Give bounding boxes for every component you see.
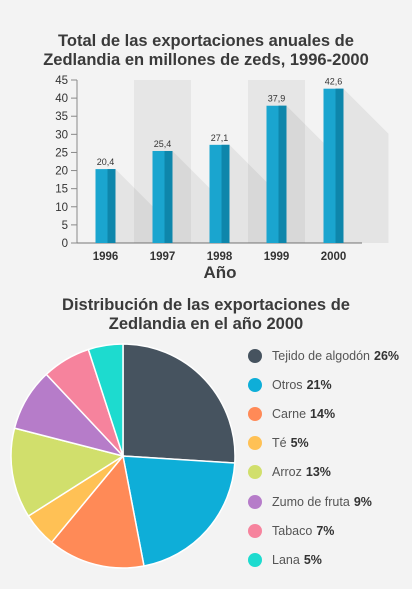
bar-value-label: 25,4	[154, 139, 172, 149]
bar-side	[164, 150, 173, 243]
bar-chart: 0 5 10 15 20 25 30 35 40 45 20,4 1996 25,4 1997 27,1 19…	[55, 75, 389, 262]
legend-percent: 26%	[374, 348, 400, 363]
bar-shadow	[286, 105, 332, 243]
legend-swatch	[248, 348, 262, 363]
bar-side	[278, 105, 287, 243]
bar-shadow	[115, 169, 161, 243]
legend-item: Carne 14%	[248, 399, 399, 428]
legend-percent: 7%	[316, 523, 335, 538]
x-tick-label: 1999	[264, 251, 290, 262]
pie-chart-title: Distribución de las exportaciones de Zed…	[0, 296, 412, 334]
bar-value-label: 37,9	[268, 94, 286, 104]
bar-side	[107, 169, 116, 243]
legend-swatch	[248, 465, 262, 480]
y-tick-label: 5	[62, 220, 68, 232]
legend-item: Otros 21%	[248, 370, 399, 399]
legend-percent: 9%	[353, 494, 372, 509]
bar-shadow	[229, 144, 275, 243]
bar-shadow	[172, 150, 218, 243]
y-tick-label: 25	[55, 147, 68, 159]
legend-swatch	[248, 552, 262, 567]
bar-chart-title: Total de las exportaciones anuales de Ze…	[0, 32, 412, 70]
bar-side	[221, 144, 230, 243]
legend-item: Zumo de fruta 9%	[248, 487, 399, 516]
x-tick-label: 1997	[150, 251, 176, 262]
bar-chart-title-line: Zedlandia en millones de zeds, 1996-2000	[43, 51, 369, 69]
legend-label: Carne	[272, 406, 307, 421]
legend-percent: 5%	[290, 436, 309, 451]
legend-item: Arroz 13%	[248, 458, 399, 487]
legend-percent: 13%	[305, 465, 331, 480]
x-axis-label: Año	[203, 263, 237, 282]
bar-value-label: 20,4	[97, 157, 115, 167]
legend-percent: 5%	[303, 552, 322, 567]
legend-swatch	[248, 523, 262, 538]
y-tick-label: 15	[55, 184, 68, 196]
legend-label: Lana	[272, 552, 300, 567]
pie-slice	[122, 455, 236, 567]
y-tick-label: 10	[55, 202, 68, 214]
bar-shadow	[343, 88, 389, 243]
legend-swatch	[248, 406, 262, 421]
x-tick-label: 1996	[93, 251, 119, 262]
pie-slice	[87, 343, 124, 457]
pie-chart-title-line: Zedlandia en el año 2000	[108, 315, 304, 333]
x-tick-label: 2000	[321, 251, 347, 262]
pie-chart	[10, 343, 236, 569]
y-tick-label: 40	[55, 93, 68, 105]
pie-slice	[122, 343, 236, 464]
bar-chart-title-line: Total de las exportaciones anuales de	[58, 32, 354, 50]
pie-slice	[50, 454, 145, 569]
legend-percent: 21%	[306, 377, 332, 392]
y-tick-label: 20	[55, 166, 68, 178]
legend-item: Lana 5%	[248, 545, 399, 574]
legend-item: Té 5%	[248, 429, 399, 458]
legend-label: Té	[272, 436, 287, 451]
legend-label: Arroz	[272, 465, 302, 480]
legend-swatch	[248, 377, 262, 392]
legend-label: Tabaco	[272, 523, 313, 538]
legend-label: Tejido de algodón	[272, 348, 370, 363]
pie-chart-title-line: Distribución de las exportaciones de	[62, 296, 350, 314]
legend-swatch	[248, 494, 262, 509]
y-tick-label: 30	[55, 129, 68, 141]
legend-label: Otros	[272, 377, 303, 392]
legend-swatch	[248, 436, 262, 451]
y-tick-label: 35	[55, 111, 68, 123]
y-tick-label: 45	[55, 75, 68, 87]
legend-label: Zumo de fruta	[272, 494, 350, 509]
pie-slice	[10, 427, 125, 518]
x-tick-label: 1998	[207, 251, 233, 262]
bar-side	[335, 88, 344, 243]
bar-value-label: 27,1	[211, 133, 229, 143]
legend-item: Tabaco 7%	[248, 516, 399, 545]
pie-legend: Tejido de algodón 26% Otros 21% Carne 14% Té 5%…	[248, 341, 399, 575]
y-tick-label: 0	[62, 238, 68, 250]
legend-percent: 14%	[310, 406, 336, 421]
bar-value-label: 42,6	[325, 77, 343, 87]
legend-item: Tejido de algodón 26%	[248, 341, 399, 370]
